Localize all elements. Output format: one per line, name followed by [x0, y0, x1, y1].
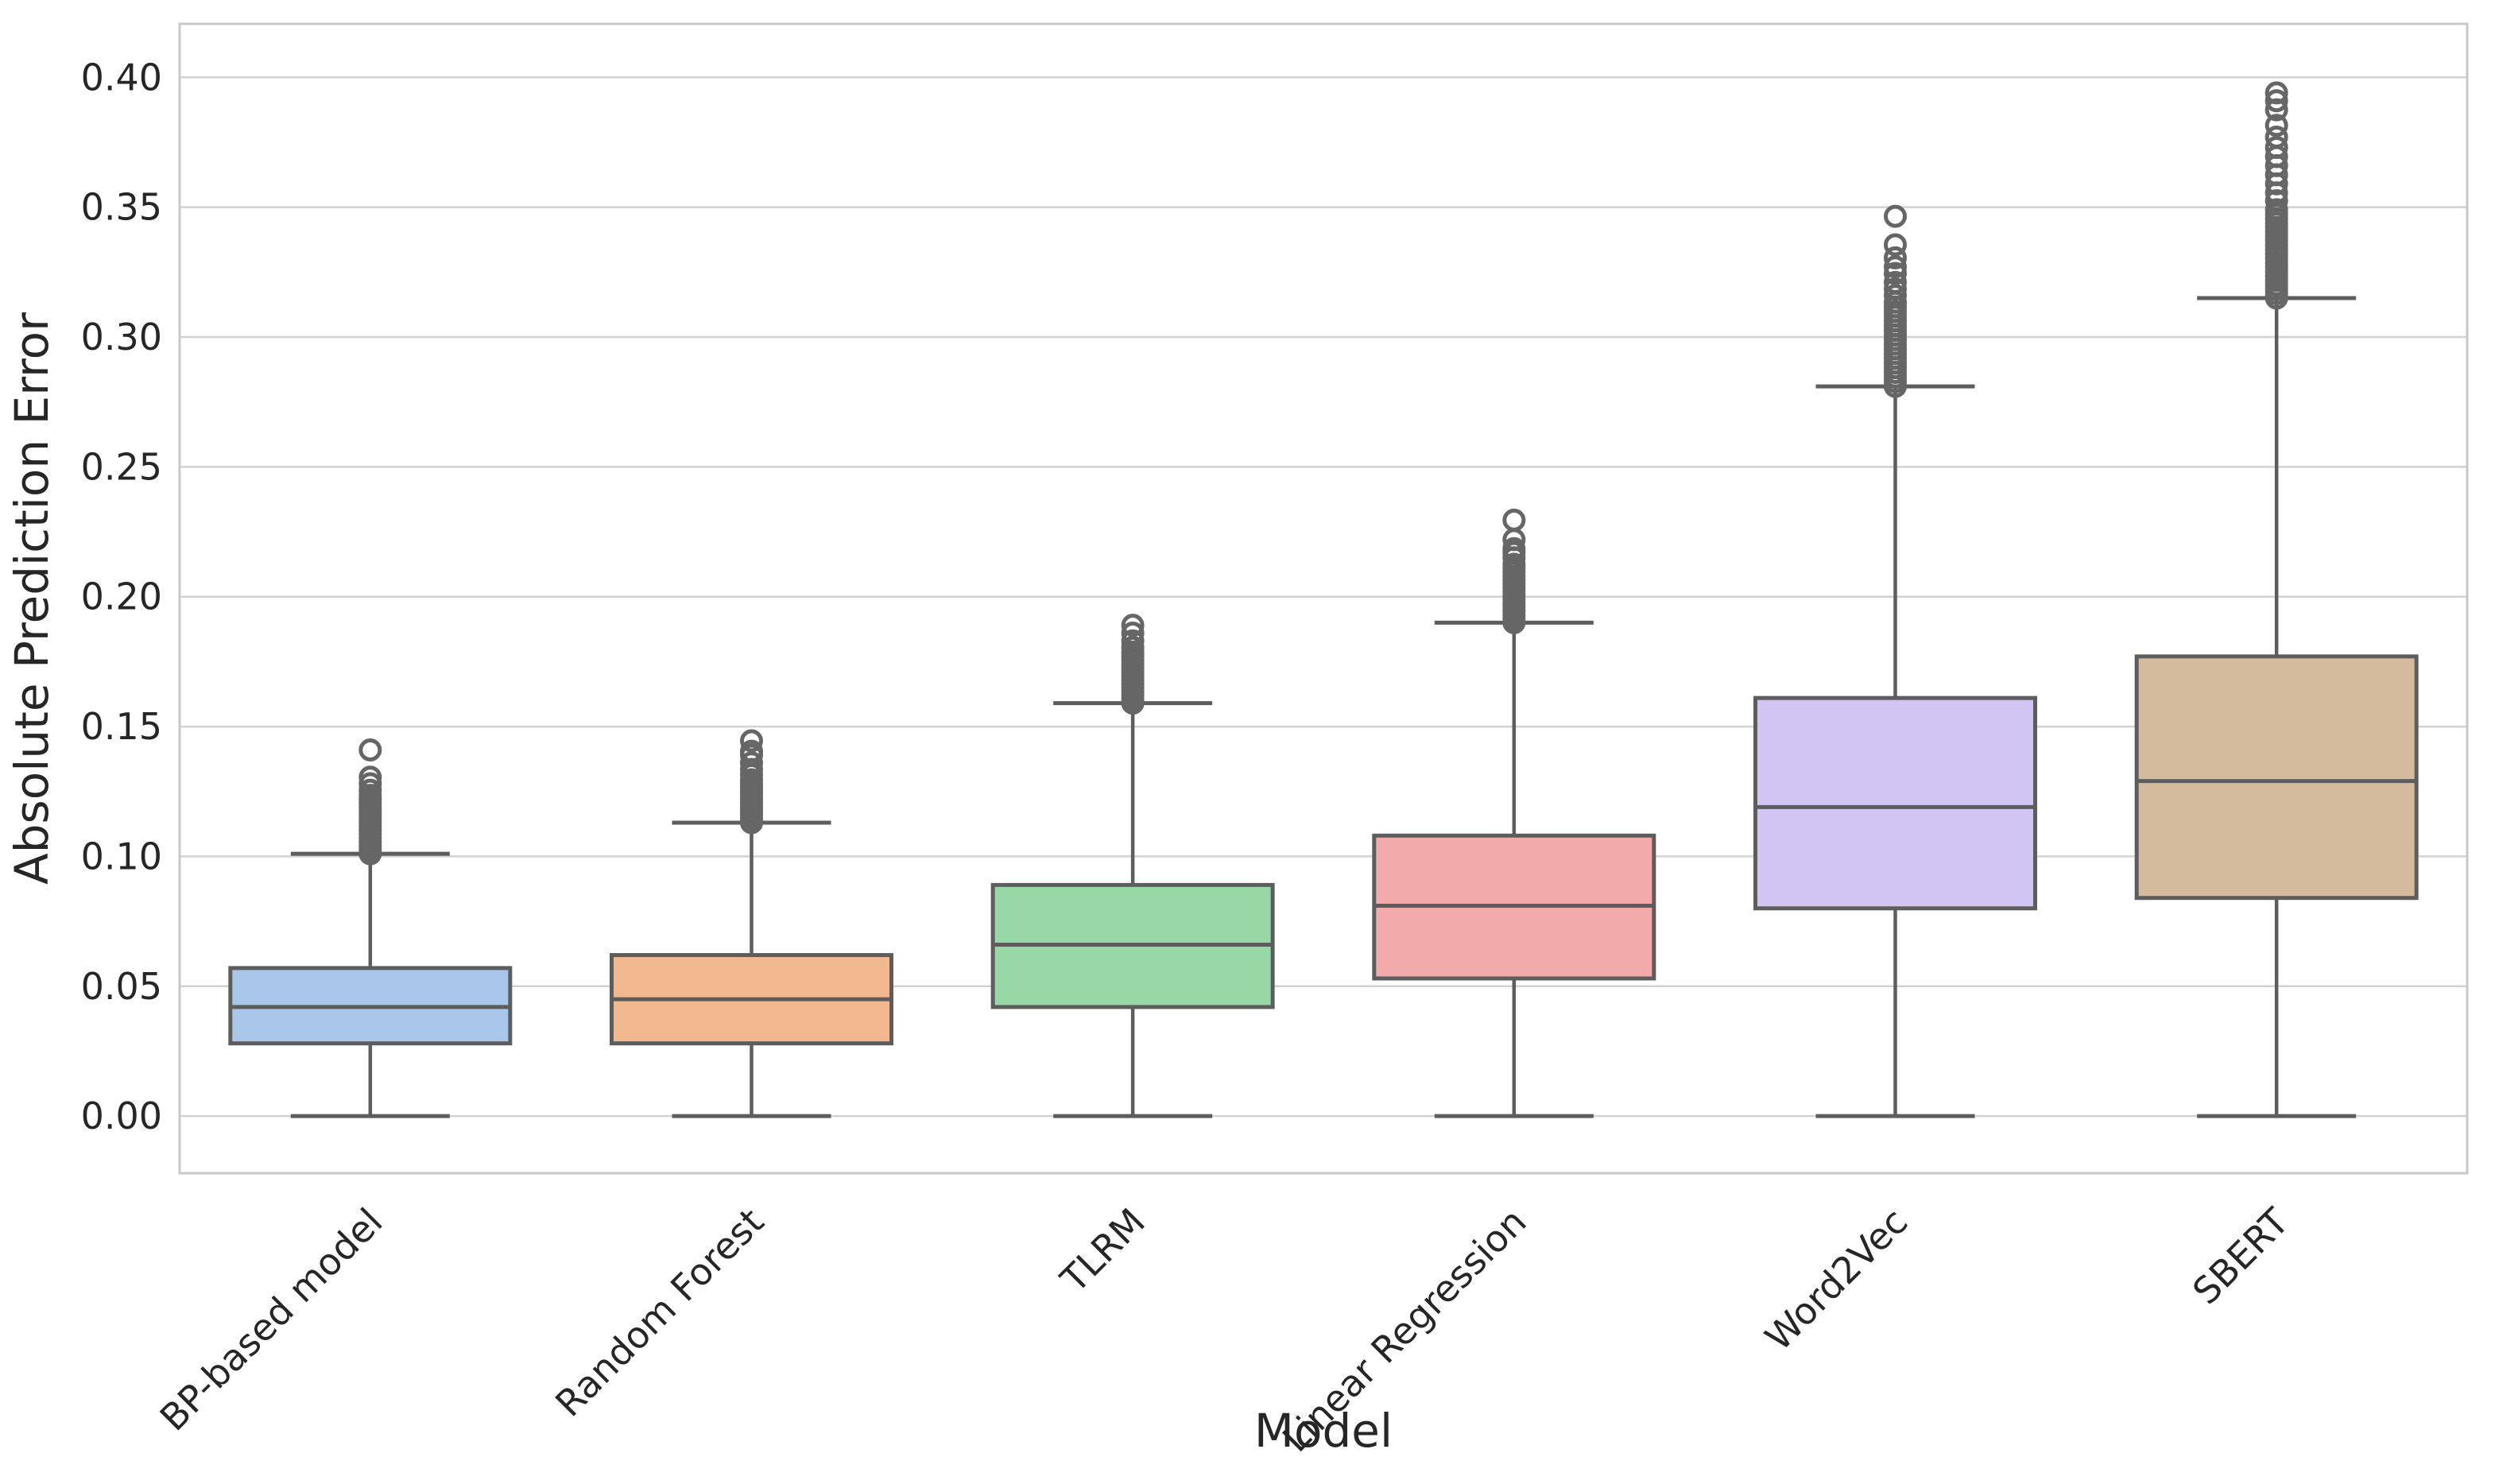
- plot-border: [178, 22, 2469, 1175]
- gridlines: [180, 76, 2467, 1118]
- box-group-tlrm: [990, 614, 1275, 1118]
- iqr-box: [2134, 654, 2419, 901]
- y-tick-label: 0.15: [81, 705, 162, 748]
- outlier-point: [358, 778, 382, 802]
- box-group-linear-regression: [1372, 508, 1656, 1118]
- outlier-point: [1121, 614, 1145, 637]
- outlier-point: [740, 751, 763, 775]
- outlier-point: [740, 729, 763, 753]
- outlier-point: [1502, 552, 1526, 576]
- outlier-point: [358, 772, 382, 796]
- box-group-random-forest: [610, 729, 893, 1118]
- outlier-point: [1884, 255, 1907, 279]
- outlier-point: [1884, 262, 1907, 285]
- outlier-point: [740, 739, 763, 763]
- outlier-point: [2264, 188, 2288, 212]
- outlier-point: [358, 765, 382, 789]
- outlier-point: [1121, 635, 1145, 659]
- outlier-point: [1884, 246, 1907, 269]
- outlier-point: [2264, 136, 2288, 160]
- box-group-sbert: [2134, 81, 2419, 1118]
- outlier-point: [1121, 629, 1145, 653]
- outliers-sbert: [2264, 81, 2288, 310]
- outliers-linear-regression: [1502, 508, 1526, 634]
- outliers-tlrm: [1121, 614, 1145, 715]
- outlier-point: [1502, 537, 1526, 560]
- y-tick-label: 0.35: [81, 186, 162, 229]
- box-group-word2vec: [1753, 204, 2037, 1118]
- outliers-bp-based-model: [358, 738, 382, 866]
- outliers-word2vec: [1884, 204, 1907, 398]
- y-tick-label: 0.20: [81, 575, 162, 618]
- plot-area: [180, 24, 2467, 1173]
- y-tick-label: 0.10: [81, 835, 162, 878]
- outlier-point: [1884, 277, 1907, 301]
- outlier-point: [2264, 98, 2288, 122]
- x-axis-title: Model: [1254, 1404, 1393, 1458]
- outlier-point: [2264, 125, 2288, 149]
- box-group-bp-based-model: [228, 738, 513, 1118]
- outlier-point: [1121, 621, 1145, 645]
- iqr-box: [1753, 696, 2037, 911]
- y-axis-title: Absolute Prediction Error: [5, 312, 59, 885]
- outlier-point: [1884, 270, 1907, 294]
- outlier-point: [2264, 198, 2288, 222]
- y-tick-label: 0.05: [81, 965, 162, 1008]
- outlier-point: [358, 738, 382, 761]
- outlier-point: [1884, 204, 1907, 228]
- outlier-point: [1884, 233, 1907, 257]
- outlier-point: [1502, 508, 1526, 532]
- outlier-point: [2264, 89, 2288, 113]
- outlier-point: [2264, 81, 2288, 105]
- outlier-point: [2264, 114, 2288, 138]
- y-tick-label: 0.30: [81, 316, 162, 358]
- y-tick-label: 0.25: [81, 445, 162, 488]
- y-tick-labels: 0.00 0.05 0.10 0.15 0.20 0.25 0.30 0.35 0.40: [81, 56, 162, 1137]
- y-tick-label: 0.40: [81, 56, 162, 99]
- outliers-random-forest: [740, 729, 763, 835]
- y-tick-label: 0.00: [81, 1095, 162, 1137]
- outlier-point: [1884, 284, 1907, 308]
